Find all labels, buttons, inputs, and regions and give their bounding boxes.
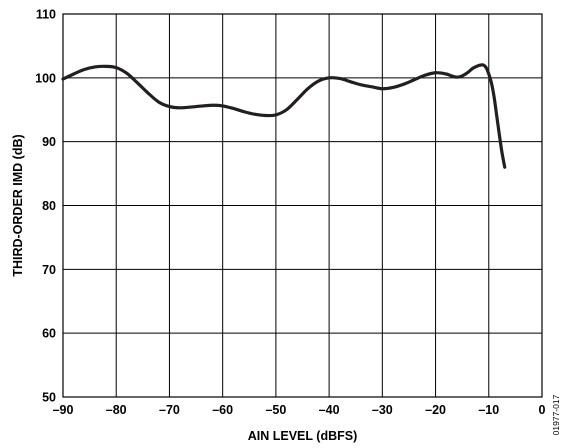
- y-tick-label: 90: [42, 135, 56, 149]
- x-tick-label: –50: [265, 403, 286, 417]
- y-tick-label: 60: [42, 327, 56, 341]
- x-axis-title: AIN LEVEL (dBFS): [248, 429, 358, 443]
- x-tick-label: –80: [106, 403, 127, 417]
- x-tick-label: –30: [372, 403, 393, 417]
- figure-id: 01977-017: [551, 394, 561, 435]
- x-tick-label: –20: [425, 403, 446, 417]
- x-tick-labels: –90 –80 –70 –60 –50 –40 –30 –20 –10 0: [53, 403, 546, 417]
- plot-frame: [62, 13, 543, 398]
- y-tick-label: 80: [42, 199, 56, 213]
- series-line: [61, 63, 507, 169]
- x-tick-label: –40: [319, 403, 340, 417]
- x-tick-label: –10: [478, 403, 499, 417]
- x-tick-label: –90: [53, 403, 74, 417]
- y-tick-labels: 50 60 70 80 90 100 110: [35, 8, 56, 405]
- y-tick-label: 70: [42, 263, 56, 277]
- y-tick-label: 50: [42, 391, 56, 405]
- y-tick-label: 110: [36, 8, 56, 22]
- x-tick-label: –60: [212, 403, 233, 417]
- x-tick-label: –70: [159, 403, 180, 417]
- y-axis-title: THIRD-ORDER IMD (dB): [11, 134, 25, 276]
- y-tick-label: 100: [35, 71, 56, 85]
- x-tick-label: 0: [539, 403, 546, 417]
